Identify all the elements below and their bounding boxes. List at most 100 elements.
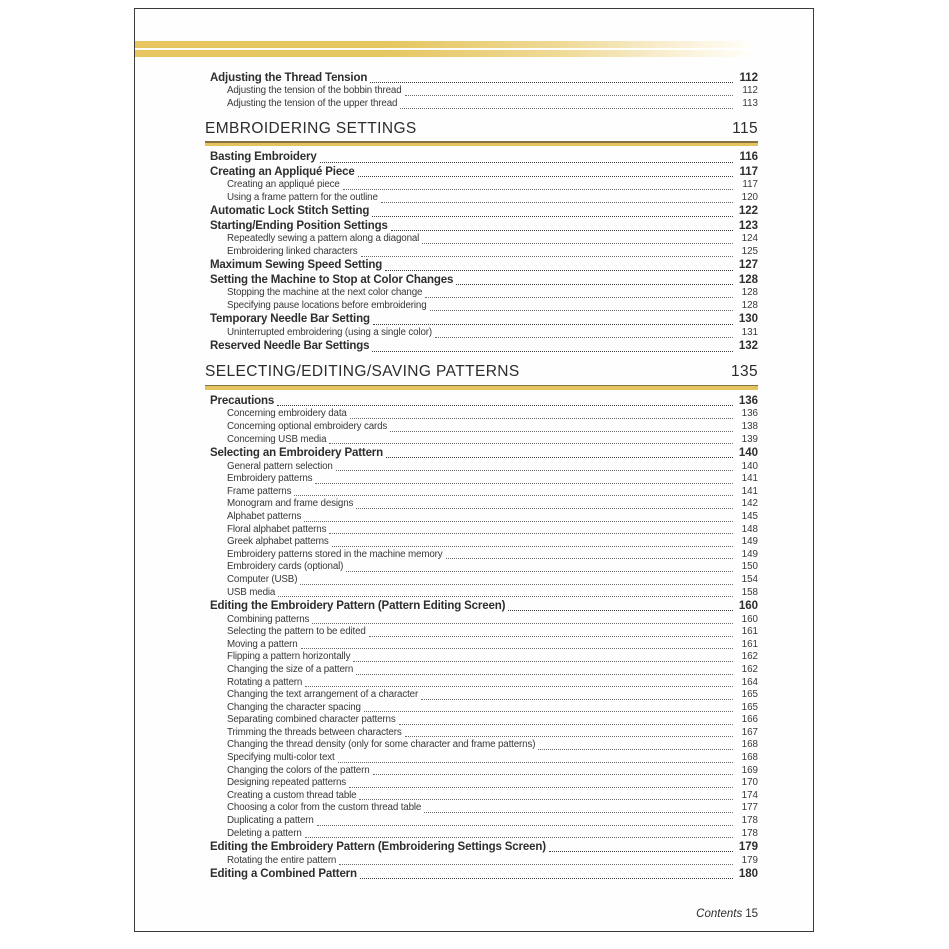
toc-leader-dots [456,283,733,285]
toc-leader-dots [390,430,733,432]
toc-entry-title: Automatic Lock Stitch Setting [210,205,370,218]
toc-entry-title: Alphabet patterns [227,510,302,522]
toc-entry-row: Deleting a pattern 178 [210,828,758,841]
toc-entry-row: Maximum Sewing Speed Setting 127 [210,259,758,273]
toc-entry-row: Creating an appliqué piece 117 [210,179,758,192]
toc-entry-title: Combining patterns [227,613,310,625]
toc-leader-dots [372,323,733,325]
toc-entry-page-number: 116 [739,151,758,164]
toc-leader-dots [363,711,733,713]
toc-entry-row: Monogram and frame designs 142 [210,498,758,511]
toc-leader-dots [294,495,733,497]
toc-entry-title: Deleting a pattern [227,827,302,839]
toc-entry-title: Editing the Embroidery Pattern (Embroide… [210,840,546,853]
toc-leader-dots [368,635,733,637]
toc-entry-page-number: 179 [741,854,758,866]
toc-entry-page-number: 178 [741,815,758,827]
toc-entry-row: Adjusting the tension of the upper threa… [210,98,758,111]
toc-entry-page-number: 154 [741,573,758,585]
toc-entry-row: Floral alphabet patterns 148 [210,524,758,537]
toc-entry-title: Changing the thread density (only for so… [227,739,536,751]
toc-leader-dots [339,864,733,866]
toc-entry-row: Changing the text arrangement of a chara… [210,689,758,702]
toc-entry-page-number: 160 [741,613,758,625]
toc-entry-title: Embroidery patterns stored in the machin… [227,548,443,560]
toc-entry-title: Computer (USB) [227,573,298,585]
toc-entry-row: Temporary Needle Bar Setting 130 [210,313,758,327]
toc-leader-dots [300,583,733,585]
toc-entry-title: Monogram and frame designs [227,498,354,510]
toc-entry-row: Frame patterns 141 [210,486,758,499]
toc-entry-title: Precautions [210,394,275,407]
toc-entry-title: Concerning optional embroidery cards [227,421,388,432]
toc-entry-page-number: 140 [741,460,758,472]
toc-entry-row: Computer (USB) 154 [210,574,758,587]
toc-entry-page-number: 128 [738,273,758,286]
toc-entry-row: Specifying pause locations before embroi… [210,300,758,313]
toc-entry-row: Rotating a pattern 164 [210,677,758,690]
toc-leader-dots [349,786,733,788]
toc-entry-row: Changing the thread density (only for so… [210,739,758,752]
toc-entry-title: Designing repeated patterns [227,777,347,789]
toc-entry-title: Maximum Sewing Speed Setting [210,259,383,272]
toc-entry-title: Floral alphabet patterns [227,523,327,535]
toc-entry-page-number: 124 [741,233,758,245]
toc-entry-row: USB media 158 [210,587,758,600]
toc-leader-dots [398,723,733,725]
toc-entry-page-number: 122 [738,205,758,218]
toc-leader-dots [331,545,733,547]
toc-entry-page-number: 162 [741,663,758,675]
gold-band-bottom-stripe [135,50,757,57]
toc-entry-title: Temporary Needle Bar Setting [210,313,370,326]
toc-leader-dots [548,851,733,853]
toc-leader-dots [305,686,733,688]
toc-entry-page-number: 139 [741,433,758,445]
toc-entry-page-number: 113 [742,98,758,109]
toc-entry-title: Changing the size of a pattern [227,663,354,675]
toc-entry-title: Embroidering linked characters [227,246,358,257]
toc-entry-page-number: 149 [741,536,758,548]
toc-entry-page-number: 131 [741,327,758,338]
toc-entry-row: Separating combined character patterns 1… [210,714,758,727]
toc-entry-row: Alphabet patterns 145 [210,511,758,524]
toc-chapter-title: EMBROIDERING SETTINGS [205,119,417,137]
toc-leader-dots [538,749,733,751]
toc-entry-page-number: 117 [742,179,758,191]
toc-entry-page-number: 169 [741,764,758,776]
toc-entry-row: Using a frame pattern for the outline 12… [210,192,758,205]
chapter-rule-dark-line [205,141,758,143]
chapter-rule [205,141,758,147]
toc-entry-row: Concerning embroidery data 136 [210,408,758,421]
toc-leader-dots [370,81,733,83]
toc-leader-dots [404,736,733,738]
toc-entry-row: Selecting the pattern to be edited 161 [210,626,758,639]
toc-leader-dots [422,243,733,244]
toc-leader-dots [359,878,733,880]
toc-leader-dots [425,297,733,298]
toc-entry-row: Stopping the machine at the next color c… [210,287,758,300]
toc-leader-dots [390,229,733,231]
toc-entry-page-number: 179 [738,840,758,853]
toc-entry-page-number: 160 [738,599,758,612]
header-gold-band [135,41,757,57]
toc-leader-dots [357,175,733,177]
toc-entry-row: Duplicating a pattern 178 [210,815,758,828]
toc-entry-row: Adjusting the Thread Tension 112 [210,72,758,86]
toc-entry-row: Editing a Combined Pattern 180 [210,868,758,882]
toc-entry-page-number: 174 [741,789,758,801]
toc-entry-title: Changing the colors of the pattern [227,764,370,776]
toc-entry-title: Adjusting the tension of the upper threa… [227,98,398,109]
toc-entry-page-number: 161 [741,638,758,650]
toc-entry-title: Embroidery cards (optional) [227,561,344,573]
toc-leader-dots [304,520,733,522]
toc-leader-dots [337,761,733,763]
toc-leader-dots [400,107,733,109]
toc-entry-page-number: 149 [741,548,758,560]
toc-leader-dots [315,482,733,484]
toc-leader-dots [372,774,733,776]
toc-entry-row: Combining patterns 160 [210,614,758,627]
toc-entry-page-number: 166 [741,714,758,726]
toc-entry-page-number: 180 [738,867,758,880]
toc-entry-title: Choosing a color from the custom thread … [227,802,422,814]
toc-leader-dots [385,269,733,271]
